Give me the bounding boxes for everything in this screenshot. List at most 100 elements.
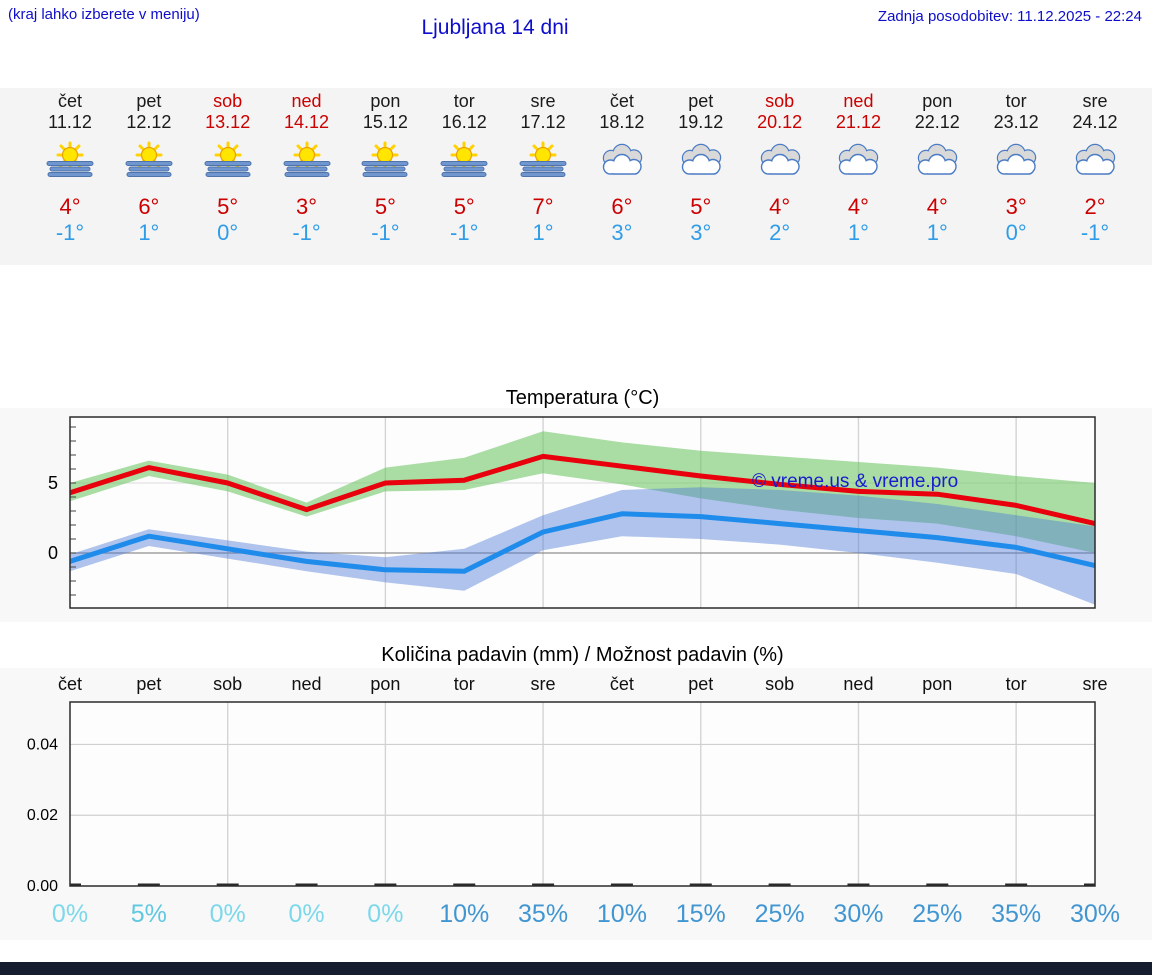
precip-day-label: sre — [530, 674, 556, 694]
precip-probability-label: 30% — [833, 900, 884, 928]
precip-bar — [295, 883, 318, 886]
day-name-label: čet — [57, 91, 82, 111]
sun-fog-icon — [519, 141, 567, 177]
precip-probability-label: 15% — [675, 900, 726, 928]
precip-bar — [689, 883, 712, 886]
day-date-label: 16.12 — [441, 112, 487, 132]
day-high-temp: 7° — [532, 194, 554, 219]
forecast-day-column: pet 12.12 6° 1° — [109, 88, 188, 265]
precip-ytick-label: 0.02 — [27, 807, 58, 824]
day-low-temp: -1° — [1080, 220, 1110, 245]
day-low-temp: 3° — [690, 220, 712, 245]
day-high-temp: 4° — [769, 194, 791, 219]
cloudy-icon — [996, 143, 1037, 175]
day-high-temp: 4° — [847, 194, 869, 219]
day-weather-icon-wrap — [425, 141, 504, 181]
day-high-temp: 3° — [296, 194, 318, 219]
day-low-temp: -1° — [371, 220, 400, 245]
forecast-day-column: ned 14.12 3° -1° — [267, 88, 346, 265]
precip-ytick-label: 0.04 — [27, 736, 58, 753]
day-date-label: 24.12 — [1072, 112, 1118, 132]
day-weather-icon-wrap — [346, 141, 425, 181]
precip-chart-title: Količina padavin (mm) / Možnost padavin … — [381, 644, 784, 666]
day-date-label: 23.12 — [993, 112, 1039, 132]
precip-bar — [610, 883, 633, 886]
day-name-label: tor — [1005, 91, 1027, 111]
precip-probability-label: 10% — [439, 900, 490, 928]
forecast-day-column: tor 16.12 5° -1° — [425, 88, 504, 265]
cloudy-icon — [681, 143, 721, 175]
day-high-temp: 6° — [611, 194, 633, 219]
temperature-chart: 0 5 © vreme.us & vreme.pro — [48, 416, 1096, 609]
precip-day-label: tor — [453, 674, 475, 694]
menu-hint-label: (kraj lahko izberete v meniju) — [8, 6, 200, 23]
day-weather-icon-wrap — [740, 141, 819, 181]
day-low-temp: -1° — [450, 220, 479, 245]
precip-bar — [216, 883, 239, 886]
forecast-day-column: pet 19.12 5° 3° — [661, 88, 740, 265]
precip-bar — [70, 883, 81, 886]
watermark-label: © vreme.us & vreme.pro — [752, 471, 958, 492]
precip-day-label: pet — [688, 674, 714, 694]
precip-day-label: sre — [1082, 674, 1108, 694]
forecast-day-column: tor 23.12 3° 0° — [977, 88, 1056, 265]
day-name-label: pet — [136, 91, 162, 111]
day-date-label: 19.12 — [678, 112, 724, 132]
day-low-temp: 3° — [611, 220, 633, 245]
precip-probability-label: 35% — [518, 900, 569, 928]
bottom-bar — [0, 962, 1152, 975]
precip-bar — [453, 883, 476, 886]
precip-probability-label: 30% — [1069, 900, 1121, 928]
precip-day-label: sob — [213, 674, 243, 694]
day-name-label: sob — [765, 91, 795, 111]
precip-probability-label: 10% — [596, 900, 647, 928]
sun-fog-icon — [361, 141, 409, 177]
precip-probability-row: 0% 5% 0% 0% 0% 10% 35% 10% 15% 25% 30% 25% 35% 30% — [0, 900, 1152, 934]
forecast-day-column: pon 15.12 5° -1° — [346, 88, 425, 265]
day-low-temp: 0° — [1005, 220, 1027, 245]
cloudy-icon — [918, 143, 958, 175]
day-high-temp: 5° — [690, 194, 712, 219]
precip-probability-label: 25% — [912, 900, 963, 928]
day-name-label: ned — [291, 91, 322, 111]
min-temp-range-band — [70, 487, 1095, 605]
page-title: Ljubljana 14 dni — [421, 16, 569, 39]
day-high-temp: 3° — [1005, 194, 1027, 219]
cloudy-icon — [760, 143, 800, 175]
precip-bar — [137, 883, 160, 886]
precip-bar — [374, 883, 397, 886]
min-temp-line — [70, 511, 1095, 574]
day-name-label: sob — [213, 91, 243, 111]
forecast-day-column: sob 20.12 4° 2° — [740, 88, 819, 265]
forecast-day-column: sob 13.12 5° 0° — [188, 88, 267, 265]
forecast-day-column: čet 11.12 4° -1° — [31, 88, 110, 265]
day-name-label: ned — [843, 91, 874, 111]
day-weather-icon-wrap — [31, 141, 110, 181]
forecast-day-column: čet 18.12 6° 3° — [582, 88, 661, 265]
day-high-temp: 6° — [138, 194, 160, 219]
day-weather-icon-wrap — [819, 141, 898, 181]
day-high-temp: 4° — [59, 194, 81, 219]
day-date-label: 18.12 — [599, 112, 645, 132]
day-date-label: 14.12 — [284, 112, 330, 132]
temperature-chart-title: Temperatura (°C) — [505, 387, 660, 409]
day-low-temp: 0° — [217, 220, 239, 245]
day-name-label: tor — [453, 91, 475, 111]
precip-day-label: tor — [1005, 674, 1027, 694]
precip-probability-label: 35% — [991, 900, 1042, 928]
day-low-temp: 1° — [847, 220, 869, 245]
precip-probability-label: 0% — [288, 900, 325, 928]
precip-probability-label: 0% — [209, 900, 246, 928]
precip-day-label: pet — [136, 674, 162, 694]
day-weather-icon-wrap — [504, 141, 583, 181]
day-low-temp: 1° — [532, 220, 554, 245]
day-low-temp: -1° — [55, 220, 85, 245]
day-name-label: sre — [1082, 91, 1108, 111]
day-weather-icon-wrap — [267, 141, 346, 181]
precip-probability-label: 0% — [367, 900, 404, 928]
day-high-temp: 2° — [1084, 194, 1106, 219]
precip-day-label: čet — [57, 674, 82, 694]
precipitation-chart: 0.00 0.02 0.04 — [27, 701, 1096, 893]
day-date-label: 17.12 — [520, 112, 566, 132]
